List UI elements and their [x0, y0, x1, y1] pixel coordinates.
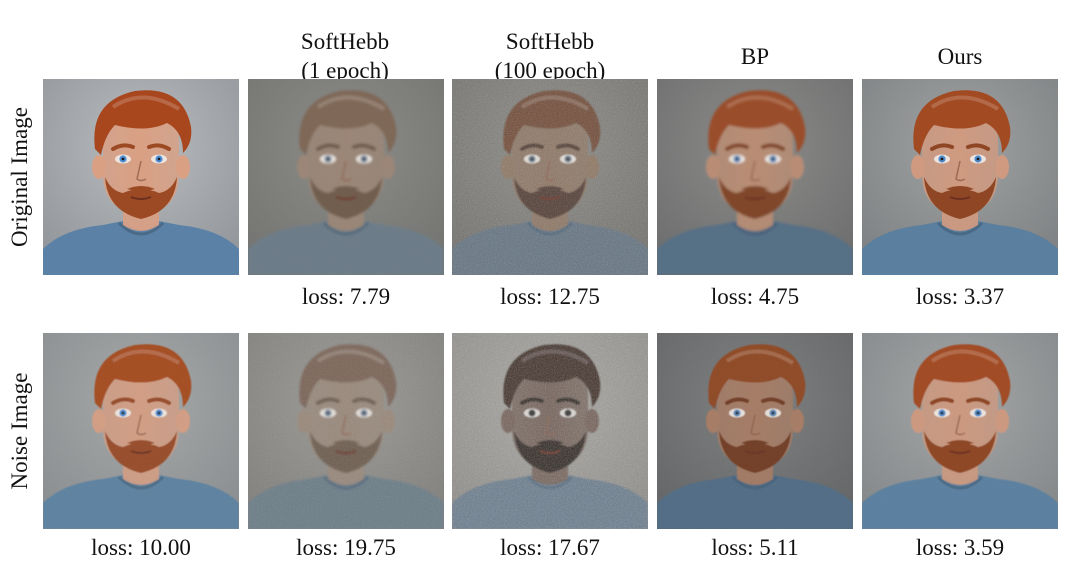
header-softhebb-100-epoch: SoftHebb (100 epoch)	[452, 27, 648, 85]
portrait-noisy-softhebb-100-epoch	[452, 333, 648, 529]
portrait-noisy-ours	[862, 333, 1058, 529]
portrait-noisy-input	[43, 333, 239, 529]
header-line: (1 epoch)	[301, 58, 389, 83]
portrait-bp	[657, 79, 853, 275]
row-label-noise: Noise Image	[7, 372, 32, 490]
loss-caption: loss: 5.11	[711, 535, 799, 560]
header-bp: BP	[657, 42, 853, 71]
loss-caption: loss: 4.75	[710, 284, 800, 309]
loss-caption: loss: 17.67	[500, 535, 600, 560]
portrait-noisy-softhebb-1-epoch	[248, 333, 444, 529]
portrait-ours	[862, 79, 1058, 275]
loss-caption: loss: 19.75	[296, 535, 396, 560]
header-line: SoftHebb	[300, 29, 390, 54]
header-softhebb-1-epoch: SoftHebb (1 epoch)	[247, 27, 443, 85]
loss-caption: loss: 10.00	[91, 535, 191, 560]
portrait-softhebb-100-epoch	[452, 79, 648, 275]
portrait-original	[43, 79, 239, 275]
row-label-original: Original Image	[7, 107, 32, 247]
header-line: BP	[740, 44, 770, 69]
header-ours: Ours	[862, 42, 1058, 71]
header-line: (100 epoch)	[494, 58, 606, 83]
portrait-noisy-bp	[657, 333, 853, 529]
header-line: Ours	[937, 44, 983, 69]
portrait-softhebb-1-epoch	[248, 79, 444, 275]
loss-caption: loss: 3.37	[915, 284, 1005, 309]
header-line: SoftHebb	[505, 29, 595, 54]
loss-caption: loss: 3.59	[915, 535, 1005, 560]
loss-caption: loss: 7.79	[301, 284, 391, 309]
loss-caption: loss: 12.75	[500, 284, 600, 309]
